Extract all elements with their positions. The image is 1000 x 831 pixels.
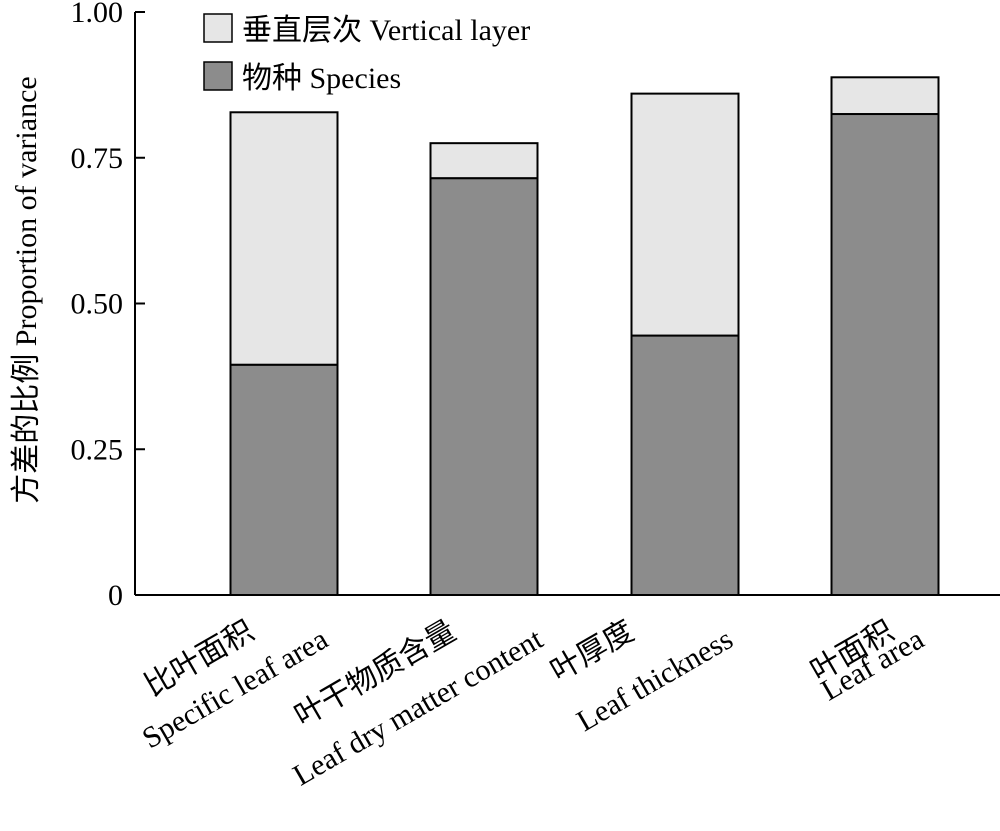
x-category-label-zh: 叶厚度 — [545, 614, 639, 688]
bar-vertical-layer — [229, 111, 339, 366]
y-ticks: 0 0.25 0.50 0.75 1.00 — [71, 0, 145, 612]
y-tick-label: 0.50 — [71, 288, 124, 321]
legend-label-vertical-layer: 垂直层次 Vertical layer — [242, 14, 530, 47]
bar-species — [229, 363, 339, 596]
y-tick-label: 1.00 — [71, 0, 124, 29]
y-tick-label: 0 — [108, 579, 123, 612]
bar-vertical-layer — [429, 142, 539, 180]
bar-species — [429, 177, 539, 596]
y-axis-label: 方差的比例 Proportion of variance — [10, 76, 43, 503]
legend-label-species: 物种 Species — [242, 62, 401, 95]
bar-vertical-layer — [630, 92, 740, 337]
legend-swatch-vertical-layer — [203, 13, 233, 43]
y-tick-label: 0.25 — [71, 433, 124, 466]
bars — [229, 76, 940, 597]
legend: 垂直层次 Vertical layer 物种 Species — [203, 13, 530, 95]
y-tick-label: 0.75 — [71, 142, 124, 175]
bar-vertical-layer — [830, 76, 940, 116]
bar-species — [630, 334, 740, 596]
legend-swatch-species — [203, 61, 233, 91]
bar-species — [830, 113, 940, 597]
